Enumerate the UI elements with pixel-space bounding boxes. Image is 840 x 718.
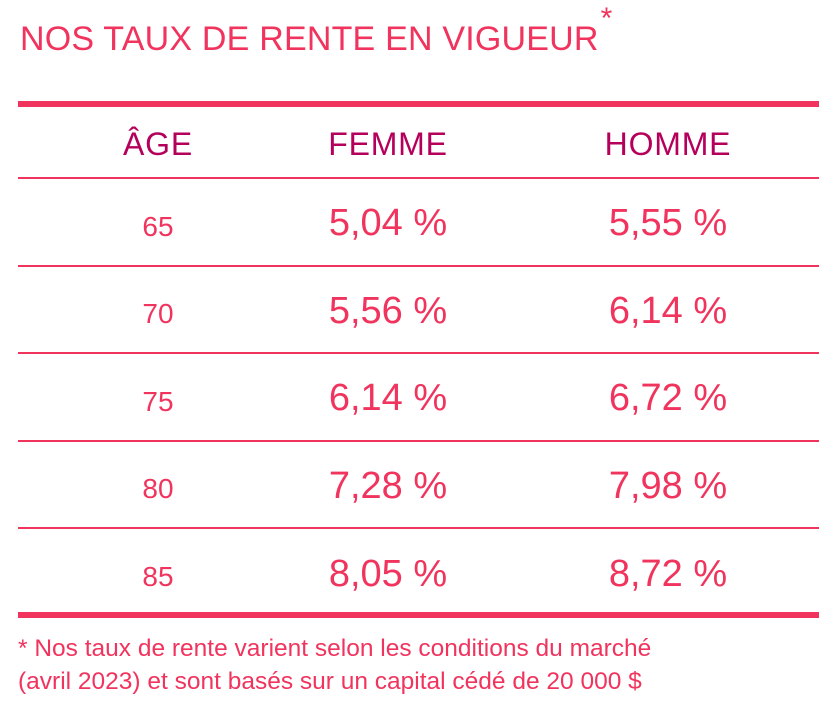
table-row: 80 7,28 % 7,98 % (18, 442, 819, 529)
femme-rate-cell: 5,04 % (328, 202, 448, 245)
age-cell: 70 (142, 298, 174, 330)
femme-rate-cell: 6,14 % (328, 377, 448, 420)
femme-rate-cell: 5,56 % (328, 289, 448, 332)
title-asterisk: * (600, 2, 613, 35)
homme-rate-cell: 7,98 % (608, 464, 728, 507)
femme-rate-cell: 8,05 % (328, 552, 448, 595)
age-cell: 80 (142, 473, 174, 505)
footnote: * Nos taux de rente varient selon les co… (18, 632, 828, 698)
header-age: ÂGE (123, 125, 193, 162)
table-top-rule (18, 101, 819, 107)
homme-rate-cell: 8,72 % (608, 552, 728, 595)
table-row: 70 5,56 % 6,14 % (18, 267, 819, 354)
footnote-line: * Nos taux de rente varient selon les co… (18, 635, 652, 662)
table-row: 75 6,14 % 6,72 % (18, 354, 819, 442)
femme-rate-cell: 7,28 % (328, 464, 448, 507)
homme-rate-cell: 6,72 % (608, 377, 728, 420)
table-bottom-rule (18, 612, 819, 618)
table-row: 85 8,05 % 8,72 % (18, 529, 819, 615)
title-text: NOS TAUX DE RENTE EN VIGUEUR (20, 20, 599, 58)
homme-rate-cell: 6,14 % (608, 289, 728, 332)
age-cell: 65 (142, 210, 174, 242)
age-cell: 75 (142, 385, 174, 417)
table-row: 65 5,04 % 5,55 % (18, 179, 819, 267)
header-femme: FEMME (328, 125, 448, 162)
page-title: NOS TAUX DE RENTE EN VIGUEUR* (20, 2, 613, 59)
age-cell: 85 (142, 561, 174, 592)
table-header-row: ÂGE FEMME HOMME (18, 107, 819, 179)
header-homme: HOMME (604, 125, 732, 162)
annuity-rates-table: ÂGE FEMME HOMME 65 5,04 % 5,55 % 70 5,56… (18, 107, 819, 615)
homme-rate-cell: 5,55 % (608, 202, 728, 245)
footnote-line: (avril 2023) et sont basés sur un capita… (18, 668, 642, 695)
